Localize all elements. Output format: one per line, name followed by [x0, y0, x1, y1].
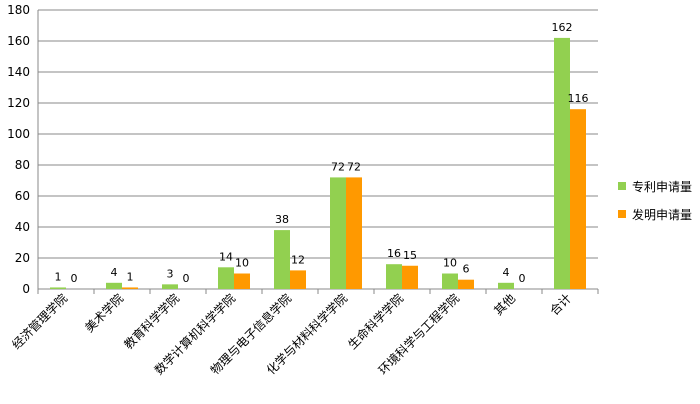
y-tick-label: 60 — [15, 189, 30, 203]
x-tick-label: 教育科学学院 — [121, 291, 183, 353]
legend-swatch-series-1 — [618, 182, 626, 190]
data-label-series-1: 1 — [55, 270, 62, 283]
data-label-series-2: 12 — [291, 253, 305, 266]
bar-series-1 — [218, 267, 234, 289]
data-label-series-2: 0 — [183, 272, 190, 285]
legend-label-series-2: 发明申请量 — [632, 207, 693, 222]
bar-series-1 — [498, 282, 514, 289]
y-tick-label: 100 — [7, 127, 30, 141]
legend-item-series-1: 专利申请量 — [618, 176, 692, 196]
bar-series-1 — [162, 284, 178, 289]
bar-series-1 — [386, 264, 402, 289]
y-tick-label: 120 — [7, 96, 30, 110]
y-tick-label: 0 — [22, 282, 30, 296]
data-label-series-1: 16 — [387, 247, 401, 260]
bar-series-1 — [50, 287, 66, 289]
data-label-series-2: 0 — [519, 272, 526, 285]
bar-series-2 — [234, 273, 250, 289]
legend-label-series-1: 专利申请量 — [632, 179, 693, 194]
bar-series-1 — [442, 273, 458, 289]
x-tick-label: 经济管理学院 — [9, 291, 71, 353]
data-label-series-2: 6 — [463, 263, 470, 276]
legend-swatch-series-2 — [618, 210, 626, 218]
x-tick-label: 其他 — [491, 291, 518, 318]
y-tick-label: 40 — [15, 220, 30, 234]
legend-item-series-2: 发明申请量 — [618, 204, 692, 224]
data-label-series-1: 162 — [552, 21, 573, 34]
data-label-series-1: 72 — [331, 160, 345, 173]
data-label-series-2: 1 — [127, 270, 134, 283]
data-label-series-1: 4 — [111, 266, 118, 279]
bar-series-2 — [570, 109, 586, 289]
y-tick-label: 180 — [7, 3, 30, 17]
x-tick-label: 美术学院 — [82, 291, 127, 336]
bar-series-2 — [290, 270, 306, 289]
legend: 专利申请量 发明申请量 — [618, 176, 692, 232]
bar-series-2 — [346, 177, 362, 289]
data-label-series-1: 10 — [443, 257, 457, 270]
data-label-series-2: 10 — [235, 257, 249, 270]
y-tick-label: 80 — [15, 158, 30, 172]
y-tick-label: 140 — [7, 65, 30, 79]
bar-series-2 — [458, 279, 474, 289]
data-label-series-1: 14 — [219, 250, 233, 263]
bar-series-1 — [330, 177, 346, 289]
x-tick-label: 合计 — [547, 291, 575, 319]
data-label-series-2: 72 — [347, 160, 361, 173]
data-label-series-1: 38 — [275, 213, 289, 226]
bar-series-1 — [274, 230, 290, 289]
y-tick-label: 160 — [7, 34, 30, 48]
data-label-series-1: 4 — [503, 266, 510, 279]
data-label-series-2: 0 — [71, 272, 78, 285]
bar-series-2 — [122, 287, 138, 289]
bar-series-2 — [402, 265, 418, 289]
y-tick-label: 20 — [15, 251, 30, 265]
data-label-series-1: 3 — [167, 267, 174, 280]
data-label-series-2: 116 — [568, 92, 589, 105]
data-label-series-2: 15 — [403, 249, 417, 262]
bar-series-1 — [554, 37, 570, 290]
x-tick-label: 生命科学学院 — [345, 291, 407, 353]
bar-series-1 — [106, 282, 122, 289]
